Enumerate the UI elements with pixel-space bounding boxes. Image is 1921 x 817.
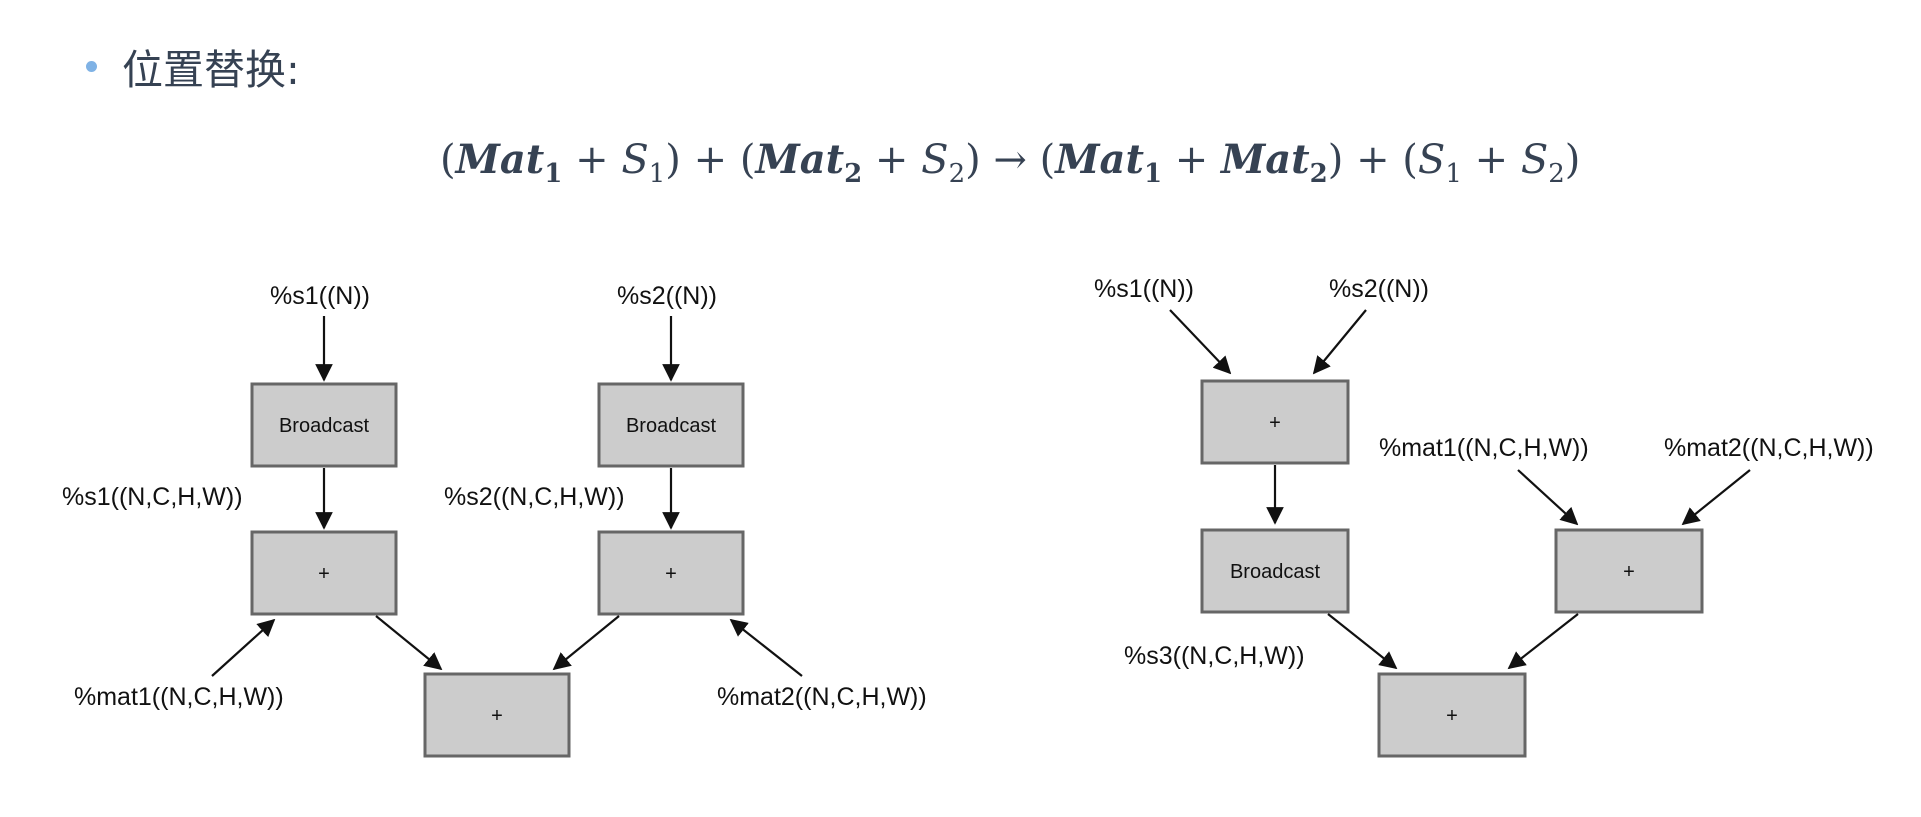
add2-label: +	[665, 563, 677, 585]
broadcast2-label: Broadcast	[626, 415, 716, 437]
broadcast1-label: Broadcast	[279, 415, 369, 437]
left-input-s1-label: %s1((N))	[270, 282, 370, 310]
broadcast2-node	[597, 382, 745, 468]
bullet-dot-icon	[86, 60, 97, 72]
add1-node	[250, 530, 398, 616]
right-input-mat1-label: %mat1((N,C,H,W))	[1379, 434, 1589, 462]
add1-label: +	[318, 563, 330, 585]
edge-right-broadcast-to-final	[1327, 613, 1398, 670]
right-add-mat-node	[1554, 528, 1704, 614]
edge-right-mat1-to-add	[1517, 469, 1579, 526]
right-add-final-node	[1377, 672, 1527, 758]
right-add-s-node	[1200, 379, 1350, 465]
right-input-s1-label: %s1((N))	[1094, 275, 1194, 303]
edge-right-s1-to-add	[1169, 309, 1232, 375]
add-final-left-node	[423, 672, 571, 758]
right-broadcast-label: Broadcast	[1230, 561, 1320, 583]
left-graph: %s1((N)) %s2((N)) Broadcast Broadcast %s…	[62, 282, 927, 758]
edge-mat1-to-add1	[211, 618, 276, 677]
formula: (Mat1 + S1) + (Mat2 + S2) → (Mat1 + Mat2…	[440, 136, 1581, 189]
heading-text: 位置替换:	[122, 46, 300, 94]
right-input-mat2-label: %mat2((N,C,H,W))	[1664, 434, 1874, 462]
right-graph: %s1((N)) %s2((N)) + Broadcast %mat1((N,C…	[1094, 275, 1874, 758]
left-input-s2-label: %s2((N))	[617, 282, 717, 310]
left-s1-expanded-label: %s1((N,C,H,W))	[62, 483, 243, 511]
edge-right-add-mat-to-final	[1507, 613, 1579, 670]
edge-mat2-to-add2	[729, 618, 803, 677]
left-s2-expanded-label: %s2((N,C,H,W))	[444, 483, 625, 511]
right-add-s-label: +	[1269, 412, 1281, 434]
right-add-final-label: +	[1446, 705, 1458, 727]
right-broadcast-node	[1200, 528, 1350, 614]
left-input-mat1-label: %mat1((N,C,H,W))	[74, 683, 284, 711]
bullet-heading: 位置替换:	[86, 36, 300, 96]
edge-add1-to-final	[375, 615, 443, 671]
edge-right-mat2-to-add	[1681, 469, 1751, 526]
left-input-mat2-label: %mat2((N,C,H,W))	[717, 683, 927, 711]
add2-node	[597, 530, 745, 616]
right-input-s2-label: %s2((N))	[1329, 275, 1429, 303]
add-final-left-label: +	[491, 705, 503, 727]
broadcast1-node	[250, 382, 398, 468]
right-s3-expanded-label: %s3((N,C,H,W))	[1124, 642, 1305, 670]
edge-add2-to-final	[552, 615, 620, 671]
edge-right-s2-to-add	[1312, 309, 1367, 375]
right-add-mat-label: +	[1623, 561, 1635, 583]
